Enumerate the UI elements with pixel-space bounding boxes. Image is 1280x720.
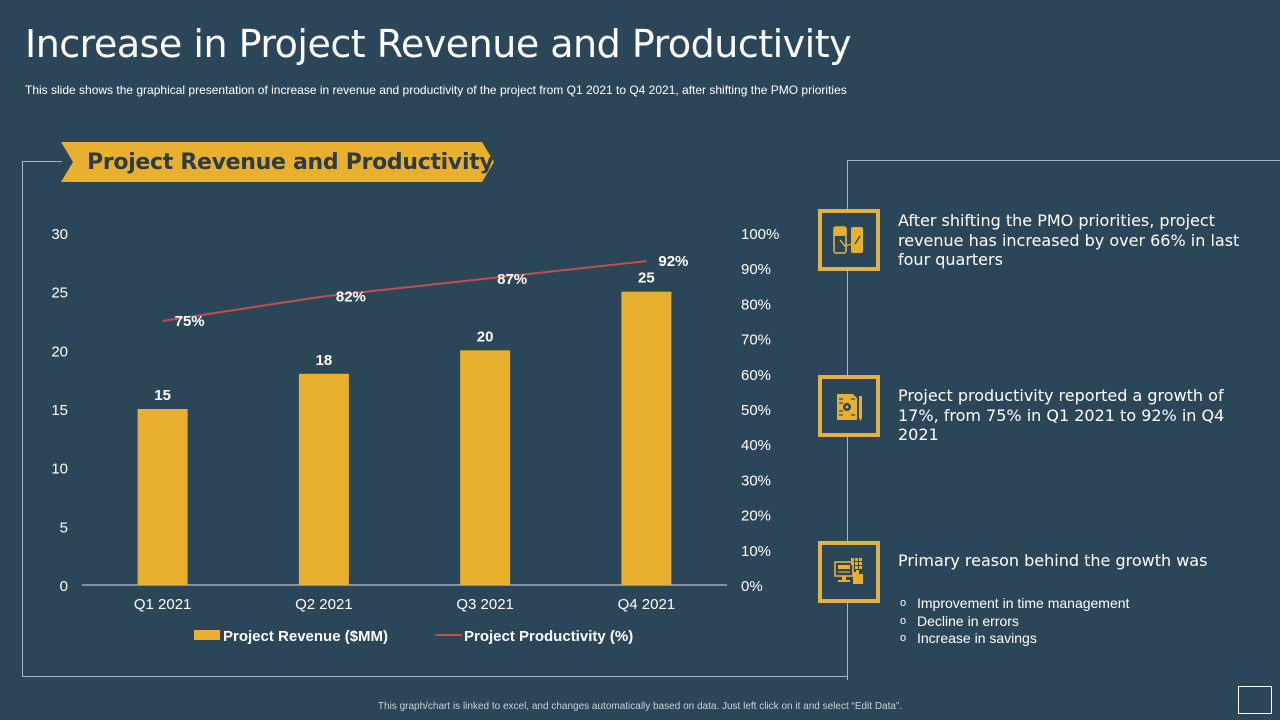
- list-item: o Decline in errors: [900, 613, 1129, 631]
- legend-swatch-revenue: [194, 630, 220, 640]
- reason-text: Decline in errors: [917, 612, 1019, 629]
- y-right-tick-label: 100%: [741, 226, 779, 243]
- list-item: o Improvement in time management: [900, 595, 1129, 613]
- document-gear-icon: [837, 394, 862, 421]
- line-value-label: 92%: [658, 253, 688, 270]
- insight-text-1: After shifting the PMO priorities, proje…: [898, 211, 1240, 269]
- y-left-tick-label: 15: [51, 402, 68, 419]
- mobile-transfer-icon: [833, 226, 863, 254]
- y-right-tick-label: 50%: [741, 402, 771, 419]
- y-right-tick-label: 30%: [741, 472, 771, 489]
- list-item: o Increase in savings: [900, 630, 1129, 648]
- x-axis-label: Q3 2021: [456, 596, 514, 613]
- legend-label-revenue: Project Revenue ($MM): [223, 628, 388, 645]
- y-left-tick-label: 20: [51, 343, 68, 360]
- revenue-bar: [460, 350, 511, 585]
- y-right-tick-label: 80%: [741, 296, 771, 313]
- page-subtitle: This slide shows the graphical presentat…: [25, 83, 847, 97]
- y-axis-left: 0 5 10 15 20 25 30: [51, 226, 68, 595]
- y-right-tick-label: 70%: [741, 332, 771, 349]
- revenue-bar: [137, 409, 188, 585]
- banner-ribbon-shape: [61, 142, 494, 182]
- revenue-bars: [137, 291, 672, 585]
- y-left-tick-label: 25: [51, 285, 68, 302]
- bullet-glyph: o: [900, 597, 907, 609]
- y-right-tick-label: 60%: [741, 367, 771, 384]
- reason-text: Increase in savings: [917, 630, 1037, 646]
- x-axis-label: Q1 2021: [134, 596, 192, 613]
- bar-value-label: 15: [154, 387, 171, 404]
- chart-banner: Project Revenue and Productivity: [61, 142, 494, 182]
- computer-touch-icon: [834, 558, 863, 584]
- footer-note: This graph/chart is linked to excel, and…: [377, 701, 903, 712]
- y-right-tick-label: 10%: [741, 543, 771, 560]
- x-axis-label: Q2 2021: [295, 596, 353, 613]
- y-left-tick-label: 5: [60, 519, 68, 536]
- productivity-line: [162, 260, 647, 322]
- insight-text-2: Project productivity reported a growth o…: [898, 386, 1225, 444]
- page-title: Increase in Project Revenue and Producti…: [25, 22, 852, 66]
- chart-legend: Project Revenue ($MM) Project Productivit…: [194, 628, 633, 645]
- y-axis-right: 0% 10% 20% 30% 40% 50% 60% 70% 80% 90% 100%: [741, 226, 779, 595]
- banner-title: Project Revenue and Productivity: [87, 150, 494, 175]
- growth-reasons-list: o Improvement in time management o Decline…: [900, 595, 1129, 648]
- y-right-tick-label: 40%: [741, 437, 771, 454]
- revenue-bar: [621, 291, 672, 585]
- insight-icon-box-3: [818, 541, 880, 603]
- bullet-glyph: o: [900, 614, 907, 627]
- line-value-label: 75%: [175, 313, 205, 330]
- insight-icon-box-1: [818, 209, 880, 271]
- bar-value-label: 20: [477, 328, 494, 345]
- y-right-tick-label: 90%: [741, 261, 771, 278]
- insight-icon-box-2: [818, 375, 880, 437]
- line-value-label: 82%: [336, 288, 366, 305]
- productivity-line-path: [162, 260, 647, 322]
- bullet-glyph: o: [900, 632, 907, 644]
- y-left-tick-label: 0: [60, 578, 68, 595]
- bar-value-label: 18: [316, 352, 333, 369]
- y-right-tick-label: 20%: [741, 508, 771, 525]
- revenue-bar: [298, 373, 349, 585]
- x-axis-label: Q4 2021: [618, 596, 676, 613]
- line-data-labels: 75% 82% 87% 92%: [175, 253, 689, 330]
- y-right-tick-label: 0%: [741, 578, 763, 595]
- insight-text-3: Primary reason behind the growth was: [898, 551, 1208, 570]
- chart-frame-top-edge: [22, 161, 62, 162]
- slide-corner-box: [1238, 686, 1272, 714]
- x-axis-labels: Q1 2021 Q2 2021 Q3 2021 Q4 2021: [134, 596, 675, 613]
- y-left-tick-label: 10: [51, 461, 68, 478]
- reason-text: Improvement in time management: [917, 595, 1130, 611]
- line-value-label: 87%: [497, 271, 527, 288]
- bar-value-label: 25: [638, 270, 655, 287]
- legend-label-productivity: Project Productivity (%): [464, 628, 633, 645]
- y-left-tick-label: 30: [51, 226, 68, 243]
- bar-data-labels: 15 18 20 25: [154, 270, 654, 404]
